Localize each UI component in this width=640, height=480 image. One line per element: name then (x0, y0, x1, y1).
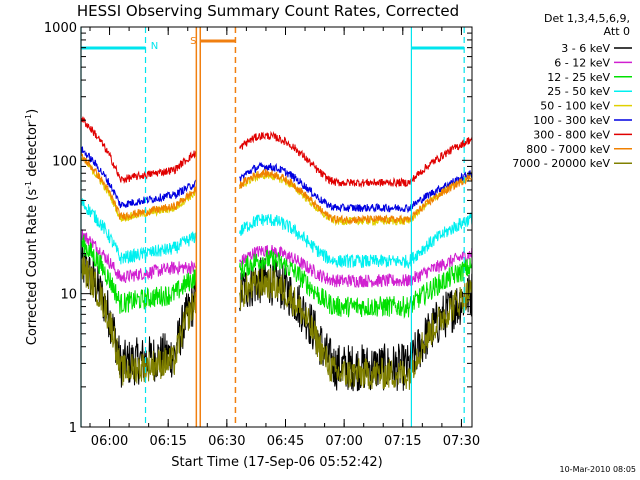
legend-label-7: 800 - 7000 keV (526, 143, 610, 156)
tick-layer: 06:00 06:15 06:30 06:45 07:00 07:15 07:30 1 10 10… (44, 21, 480, 449)
series-line-6-part1 (80, 116, 197, 185)
y-axis-label-part1: Corrected Count Rate (s (25, 189, 40, 346)
series-8 (80, 256, 473, 390)
y-axis-label-part2: detector (25, 121, 40, 181)
series-6 (80, 116, 473, 189)
series-line-2-part1 (80, 234, 197, 314)
series-line-8-part2 (239, 267, 473, 390)
legend-label-4: 50 - 100 keV (540, 100, 610, 113)
x-tick-label-5: 07:15 (384, 434, 421, 449)
series-5 (80, 146, 473, 214)
y-tick-label-3: 1000 (44, 21, 77, 36)
series-line-5-part2 (239, 161, 473, 214)
chart-title: HESSI Observing Summary Count Rates, Cor… (77, 2, 459, 20)
x-tick-label-1: 06:15 (149, 434, 186, 449)
legend-label-1: 6 - 12 keV (554, 56, 610, 69)
y-tick-label-1: 10 (60, 288, 77, 303)
series-layer (80, 116, 473, 392)
y-tick-label-0: 1 (69, 421, 77, 436)
legend-label-0: 3 - 6 keV (561, 42, 610, 55)
series-line-5-part1 (80, 146, 197, 209)
y-axis-label: Corrected Count Rate (s-1 detector-1) (24, 109, 40, 345)
series-3 (80, 198, 473, 270)
series-line-2-part2 (239, 249, 473, 319)
footer-timestamp: 10-Mar-2010 08:05 (560, 465, 637, 474)
legend-label-5: 100 - 300 keV (533, 114, 610, 127)
legend-label-6: 300 - 800 keV (533, 128, 610, 141)
legend-header-line2: Att 0 (604, 25, 630, 38)
series-line-3-part1 (80, 198, 197, 265)
x-tick-label-3: 06:45 (267, 434, 304, 449)
y-axis-label-sup1: -1 (24, 181, 33, 189)
series-line-7-part1 (80, 152, 197, 221)
series-line-8-part1 (80, 256, 197, 386)
legend-label-8: 7000 - 20000 keV (512, 157, 610, 170)
legend-label-3: 25 - 50 keV (547, 85, 610, 98)
y-axis-label-part3: ) (25, 109, 40, 114)
series-line-7-part2 (239, 168, 473, 226)
x-tick-label-2: 06:30 (208, 434, 245, 449)
plot-frame (80, 26, 473, 428)
legend-header-line1: Det 1,3,4,5,6,9, (544, 12, 630, 25)
series-line-3-part2 (239, 212, 473, 270)
series-7 (80, 152, 473, 226)
series-line-6-part2 (239, 130, 473, 189)
series-2 (80, 234, 473, 319)
night-marker-label: N (151, 41, 158, 52)
saa-marker-label: S (190, 36, 196, 47)
x-tick-label-0: 06:00 (91, 434, 128, 449)
y-axis-label-sup2: -1 (24, 114, 33, 122)
x-tick-label-4: 07:00 (325, 434, 362, 449)
legend-label-2: 12 - 25 keV (547, 71, 610, 84)
x-tick-label-6: 07:30 (443, 434, 480, 449)
y-tick-label-2: 100 (52, 154, 77, 169)
x-axis-label: Start Time (17-Sep-06 05:52:42) (171, 455, 382, 470)
